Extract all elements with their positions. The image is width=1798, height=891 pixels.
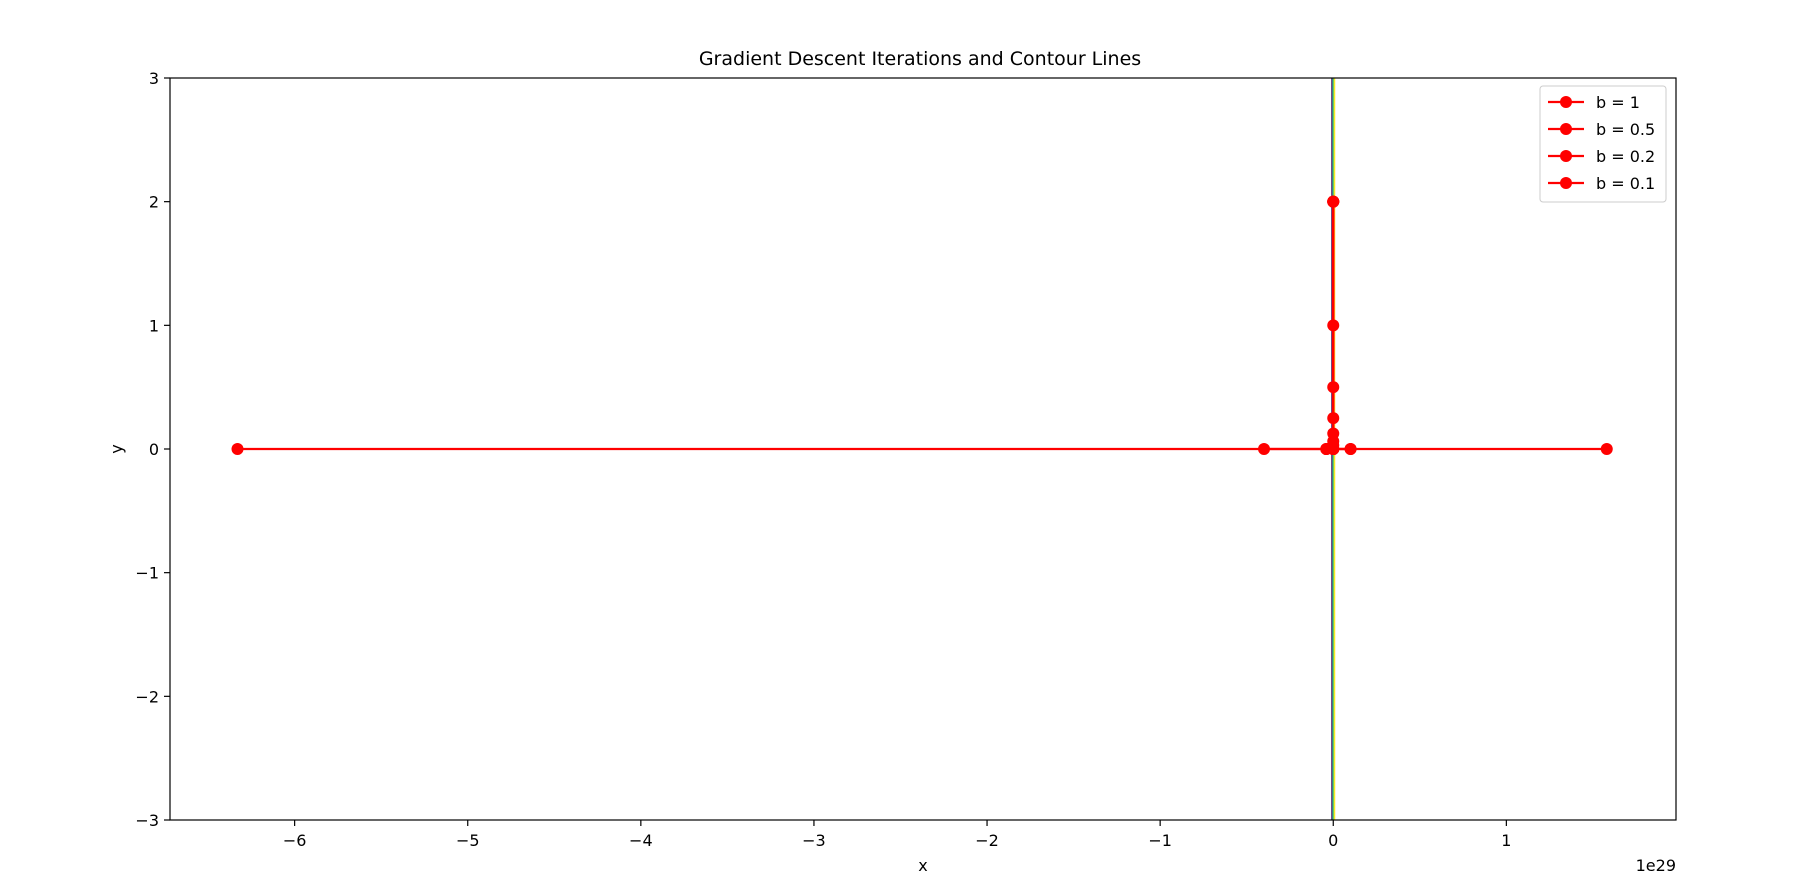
y-axis-ticks: −3 −2 −1 0 1 2 3 xyxy=(135,69,170,830)
legend-label-2: b = 0.2 xyxy=(1596,147,1655,166)
legend-label-1: b = 0.5 xyxy=(1596,120,1655,139)
x-tick-label-5: −1 xyxy=(1148,831,1172,850)
legend-box xyxy=(1539,85,1667,203)
legend-marker-3 xyxy=(1560,177,1572,189)
series-3-point-0 xyxy=(1327,195,1340,208)
legend-marker-0 xyxy=(1560,96,1572,108)
y-tick-label-5: 2 xyxy=(149,193,159,212)
data-series xyxy=(231,195,1613,455)
x-tick-label-1: −5 xyxy=(456,831,480,850)
x-tick-label-2: −4 xyxy=(629,831,653,850)
legend-marker-2 xyxy=(1560,150,1572,162)
series-3-point-2 xyxy=(1320,443,1333,455)
legend: b = 1 b = 0.5 b = 0.2 b = 0.1 xyxy=(1539,85,1667,203)
chart-title: Gradient Descent Iterations and Contour … xyxy=(699,48,1141,70)
legend-label-3: b = 0.1 xyxy=(1596,174,1655,193)
x-tick-label-0: −6 xyxy=(283,831,307,850)
y-tick-label-3: 0 xyxy=(149,440,159,459)
x-axis-label: x xyxy=(918,856,927,875)
series-3-point-4 xyxy=(231,443,244,455)
x-tick-label-4: −2 xyxy=(975,831,999,850)
x-offset-label: 1e29 xyxy=(1636,856,1676,875)
x-axis-ticks: −6 −5 −4 −3 −2 −1 0 1 xyxy=(283,820,1511,850)
y-axis-label: y xyxy=(107,444,126,453)
y-tick-label-1: −2 xyxy=(135,687,159,706)
y-tick-label-2: −1 xyxy=(135,564,159,583)
y-tick-label-0: −3 xyxy=(135,811,159,830)
x-tick-label-6: 0 xyxy=(1328,831,1338,850)
series-3-point-3 xyxy=(1600,443,1613,455)
x-tick-label-7: 1 xyxy=(1501,831,1511,850)
y-tick-label-4: 1 xyxy=(149,316,159,335)
x-tick-label-3: −3 xyxy=(802,831,826,850)
y-tick-label-6: 3 xyxy=(149,69,159,88)
legend-label-0: b = 1 xyxy=(1596,93,1640,112)
legend-marker-1 xyxy=(1560,123,1572,135)
